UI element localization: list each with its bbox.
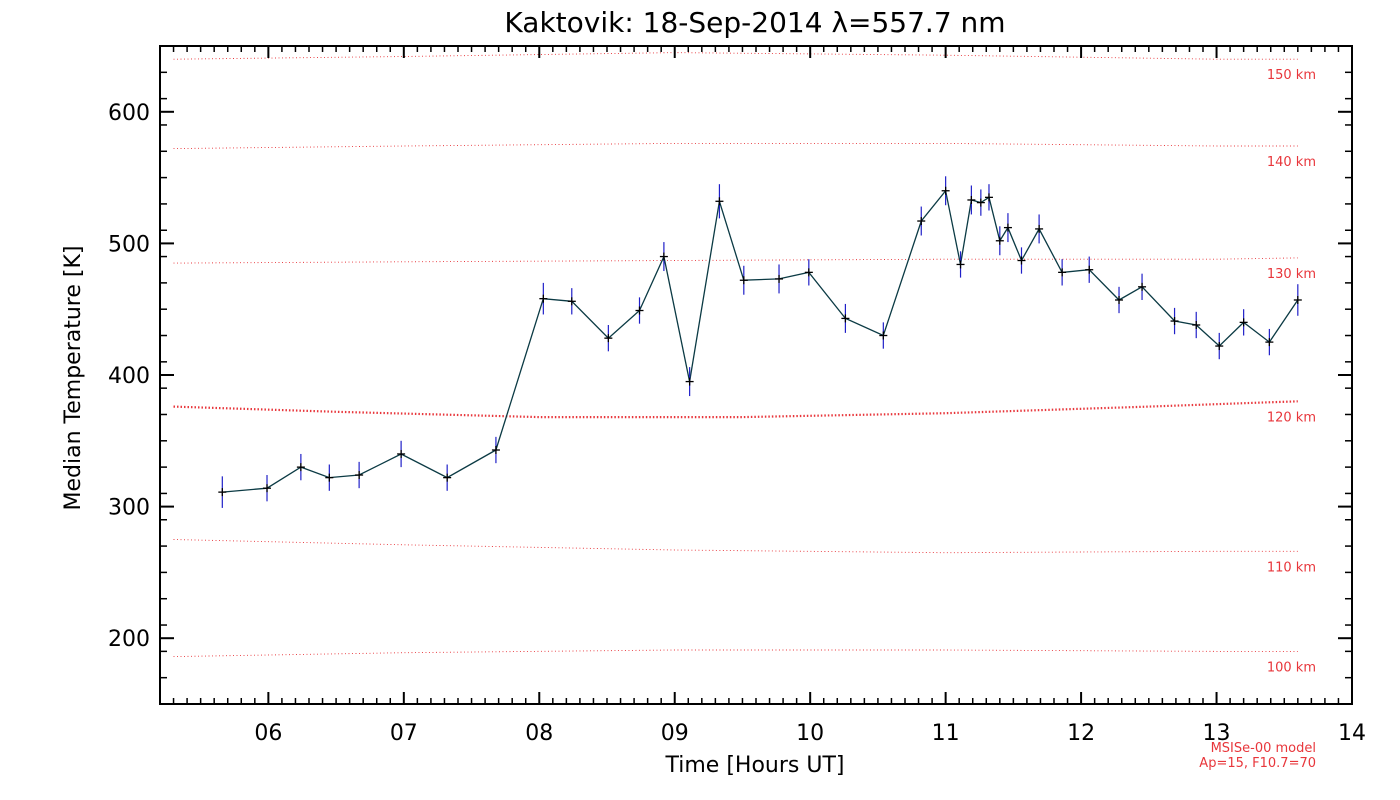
x-tick-label-3: 09 xyxy=(661,721,689,746)
data-point-36 xyxy=(1215,342,1224,351)
data-point-32 xyxy=(1115,295,1124,304)
data-point-22 xyxy=(956,260,965,269)
data-point-38 xyxy=(1265,338,1274,347)
model-curves: 150 km 140 km 130 km 120 km 110 km 100 km xyxy=(173,52,1316,675)
y-tick-label-1: 300 xyxy=(108,496,150,521)
data-point-6 xyxy=(443,473,452,482)
data-point-4 xyxy=(355,471,364,480)
chart-title: Kaktovik: 18-Sep-2014 λ=557.7 nm xyxy=(504,6,1005,39)
model-label-3: 120 km xyxy=(1267,410,1316,425)
data-point-18 xyxy=(841,314,850,323)
y-tick-label-2: 400 xyxy=(108,364,150,389)
data-point-7 xyxy=(491,446,500,455)
data-point-26 xyxy=(995,236,1004,245)
data-point-11 xyxy=(635,306,644,315)
data-point-17 xyxy=(804,268,813,277)
data-series xyxy=(218,176,1302,508)
data-point-31 xyxy=(1085,265,1094,274)
x-tick-label-4: 10 xyxy=(796,721,824,746)
data-point-30 xyxy=(1058,268,1067,277)
data-point-34 xyxy=(1170,317,1179,326)
data-point-19 xyxy=(879,331,888,340)
x-tick-label-6: 12 xyxy=(1067,721,1095,746)
data-point-0 xyxy=(218,488,227,497)
data-point-24 xyxy=(976,198,985,207)
data-point-16 xyxy=(775,274,784,283)
y-tick-label-3: 500 xyxy=(108,232,150,257)
data-point-15 xyxy=(739,276,748,285)
y-tick-label-0: 200 xyxy=(108,627,150,652)
x-tick-label-1: 07 xyxy=(390,721,418,746)
data-point-13 xyxy=(685,377,694,386)
model-curve-4 xyxy=(173,539,1298,554)
data-point-35 xyxy=(1192,320,1201,329)
data-point-1 xyxy=(263,484,272,493)
data-point-23 xyxy=(967,195,976,204)
model-curve-0 xyxy=(173,52,1298,60)
model-label-2: 130 km xyxy=(1267,267,1316,282)
model-curve-3 xyxy=(173,400,1298,419)
model-note: MSISe-00 model xyxy=(1211,741,1316,756)
data-point-10 xyxy=(604,334,613,343)
data-point-2 xyxy=(296,463,305,472)
data-point-28 xyxy=(1017,256,1026,265)
data-point-29 xyxy=(1035,224,1044,233)
plot-axes: 06 07 08 09 10 11 12 13 14 200 300 400 500 600 xyxy=(108,45,1366,746)
data-point-5 xyxy=(397,449,406,458)
y-axis-label: Median Temperature [K] xyxy=(61,246,86,511)
x-tick-label-5: 11 xyxy=(932,721,960,746)
series-line-0 xyxy=(222,189,1299,493)
data-point-8 xyxy=(539,294,548,303)
data-point-12 xyxy=(659,252,668,261)
data-point-20 xyxy=(917,217,926,226)
data-point-14 xyxy=(715,197,724,206)
data-point-25 xyxy=(984,193,993,202)
model-curve-1 xyxy=(173,142,1298,150)
data-point-9 xyxy=(567,297,576,306)
x-tick-label-8: 14 xyxy=(1338,721,1366,746)
model-label-1: 140 km xyxy=(1267,155,1316,170)
data-point-37 xyxy=(1239,318,1248,327)
data-point-3 xyxy=(325,473,334,482)
model-label-4: 110 km xyxy=(1267,560,1316,575)
data-point-39 xyxy=(1293,295,1302,304)
x-axis-label: Time [Hours UT] xyxy=(665,753,845,778)
data-point-27 xyxy=(1003,223,1012,232)
model-label-0: 150 km xyxy=(1267,68,1316,83)
model-curve-2 xyxy=(173,257,1298,264)
data-point-21 xyxy=(941,186,950,195)
plot-frame xyxy=(159,45,1353,705)
x-tick-label-2: 08 xyxy=(525,721,553,746)
model-label-5: 100 km xyxy=(1267,660,1316,675)
model-params-note: Ap=15, F10.7=70 xyxy=(1199,756,1316,771)
x-tick-label-7: 13 xyxy=(1203,721,1231,746)
y-tick-label-4: 600 xyxy=(108,101,150,126)
data-point-33 xyxy=(1138,282,1147,291)
x-tick-label-0: 06 xyxy=(254,721,282,746)
model-curve-5 xyxy=(173,649,1298,658)
